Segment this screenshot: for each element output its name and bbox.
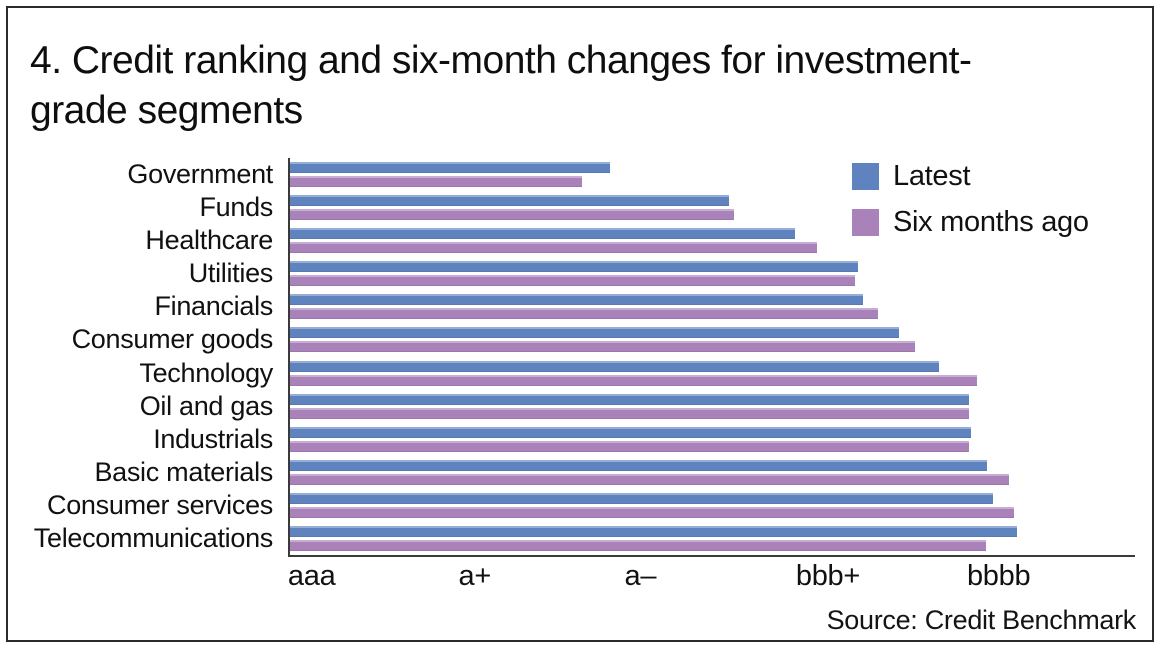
bar-six-months-ago bbox=[290, 440, 970, 452]
legend-swatch-icon bbox=[852, 163, 879, 190]
x-axis-tick-labels: aaa a+ a– bbb+ bbbb bbox=[288, 560, 1133, 600]
bar-group-basic-materials bbox=[290, 456, 1135, 489]
bar-latest bbox=[290, 294, 863, 306]
legend-label: Latest bbox=[893, 160, 971, 192]
category-label: Funds bbox=[199, 192, 273, 223]
bar-six-months-ago bbox=[290, 539, 987, 551]
x-tick-label: bbb+ bbox=[795, 560, 861, 592]
bar-group-technology bbox=[290, 356, 1135, 389]
category-label: Consumer goods bbox=[71, 324, 274, 355]
plot-area bbox=[288, 158, 1135, 557]
bar-latest bbox=[290, 327, 900, 339]
category-label: Financials bbox=[154, 291, 273, 322]
bar-latest bbox=[290, 492, 994, 504]
bar-six-months-ago bbox=[290, 275, 856, 287]
bar-group-government bbox=[290, 158, 1135, 191]
category-label: Utilities bbox=[188, 258, 274, 289]
chart-title-line2: grade segments bbox=[30, 89, 303, 132]
bar-group-utilities bbox=[290, 257, 1135, 290]
bar-group-funds bbox=[290, 191, 1135, 224]
bar-six-months-ago bbox=[290, 407, 970, 419]
bar-latest bbox=[290, 426, 972, 438]
bar-six-months-ago bbox=[290, 341, 916, 353]
bar-latest bbox=[290, 228, 796, 240]
bar-six-months-ago bbox=[290, 374, 977, 386]
x-tick-label: bbbb bbox=[966, 560, 1031, 592]
category-label: Telecommunications bbox=[33, 522, 274, 553]
legend-swatch-icon bbox=[852, 209, 879, 236]
legend: Latest Six months ago bbox=[852, 160, 1089, 239]
legend-item: Latest bbox=[852, 160, 1089, 193]
x-tick-label: a– bbox=[624, 560, 657, 592]
chart-title: 4. Credit ranking and six-month changes … bbox=[30, 36, 1130, 136]
bar-group-consumer-services bbox=[290, 489, 1135, 522]
legend-item: Six months ago bbox=[852, 206, 1089, 239]
bar-group-consumer-goods bbox=[290, 323, 1135, 356]
category-label: Healthcare bbox=[145, 225, 273, 256]
x-tick-label: aaa bbox=[287, 560, 336, 592]
category-label: Government bbox=[127, 159, 273, 190]
bar-group-oil-and-gas bbox=[290, 390, 1135, 423]
bar-latest bbox=[290, 261, 858, 273]
bar-latest bbox=[290, 459, 988, 471]
category-label: Basic materials bbox=[94, 456, 273, 487]
bar-latest bbox=[290, 162, 611, 174]
chart-title-line1: 4. Credit ranking and six-month changes … bbox=[30, 39, 972, 82]
category-label: Industrials bbox=[153, 423, 273, 454]
bar-six-months-ago bbox=[290, 176, 583, 188]
bar-six-months-ago bbox=[290, 242, 818, 254]
bar-group-financials bbox=[290, 290, 1135, 323]
bar-latest bbox=[290, 393, 970, 405]
bar-latest bbox=[290, 525, 1017, 537]
category-label: Oil and gas bbox=[139, 390, 274, 421]
x-tick-label: a+ bbox=[458, 560, 492, 592]
bar-six-months-ago bbox=[290, 506, 1015, 518]
bar-group-industrials bbox=[290, 423, 1135, 456]
bar-six-months-ago bbox=[290, 308, 879, 320]
bar-latest bbox=[290, 195, 730, 207]
category-label: Consumer services bbox=[47, 489, 273, 520]
bar-group-telecommunications bbox=[290, 522, 1135, 555]
bar-group-healthcare bbox=[290, 224, 1135, 257]
source-note: Source: Credit Benchmark bbox=[826, 605, 1137, 635]
bar-six-months-ago bbox=[290, 473, 1010, 485]
category-axis-labels: Government Funds Healthcare Utilities Financ… bbox=[0, 158, 280, 555]
bar-six-months-ago bbox=[290, 209, 734, 221]
bar-latest bbox=[290, 360, 939, 372]
category-label: Technology bbox=[139, 357, 273, 388]
legend-label: Six months ago bbox=[893, 206, 1089, 238]
